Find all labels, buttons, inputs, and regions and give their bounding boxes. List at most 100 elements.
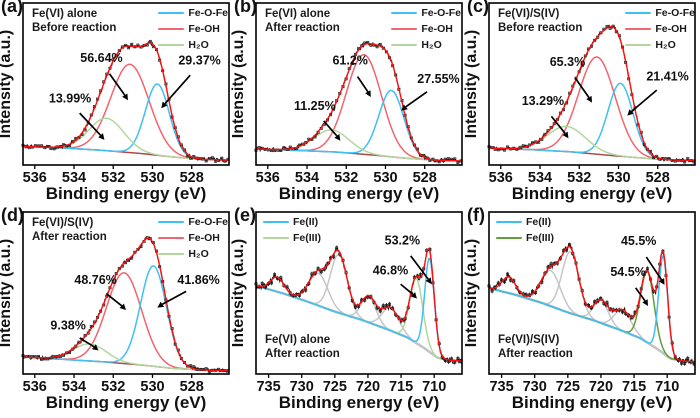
condition-line: Fe(VI) alone (265, 8, 331, 20)
x-tick-label: 536 (23, 170, 47, 186)
legend-label: Fe-OH (421, 23, 453, 35)
legend-entry: Fe(III) (496, 232, 554, 244)
legend-entry: Fe-OH (158, 232, 228, 244)
condition-label: Fe(VI) alone After reaction (265, 333, 340, 362)
annotation-arrow-line (645, 256, 663, 281)
legend-label: Fe-OH (188, 232, 220, 244)
annotation-arrow-line (164, 74, 191, 105)
x-tick-label: 532 (101, 379, 125, 395)
condition-label: Fe(VI) alone After reaction (265, 7, 340, 36)
x-tick-label: 735 (256, 379, 280, 395)
plot-area-e: 735 730 725 720 715 710 53.2% 46.8% (254, 211, 463, 395)
legend: Fe-O-Fe Fe-OH H₂O (625, 7, 695, 55)
panel-a: (a) Intensity (a.u.) 536 534 532 530 528 56.6… (0, 0, 233, 209)
annotation-arrow-head (401, 104, 408, 111)
annotation-arrow-head (91, 344, 99, 351)
condition-label: Fe(VI) alone Before reaction (32, 7, 116, 36)
legend-line-swatch (158, 27, 185, 31)
annotation-arrow-head (119, 303, 126, 311)
annotation-arrow-head (642, 299, 648, 306)
percentage-label: 13.29% (522, 94, 564, 108)
x-tick-label: 725 (556, 379, 580, 395)
plot-area-b: 536 534 532 530 528 61.2% 27.55% 11.25% (254, 2, 463, 186)
annotation-arrow-line (631, 89, 658, 113)
envelope-fit-curve (488, 25, 696, 162)
legend-entry: Fe-O-Fe (391, 7, 461, 19)
x-axis-label: Binding energy (eV) (278, 393, 440, 412)
annotation-arrow-line (161, 290, 187, 305)
legend-entry: Fe(III) (263, 232, 321, 244)
x-tick-label: 534 (62, 379, 86, 395)
legend-entry: H₂O (391, 39, 461, 51)
annotation-arrow-line (410, 255, 429, 280)
component-curve-Fe(II) (255, 257, 463, 362)
annotation-arrow-head (98, 133, 105, 140)
percentage-label: 54.5% (610, 265, 645, 279)
legend-entry: H₂O (158, 248, 228, 260)
legend-line-swatch (263, 236, 289, 240)
y-axis-label: Intensity (a.u.) (463, 29, 480, 139)
x-tick-label: 536 (23, 379, 47, 395)
annotation-arrow-line (574, 77, 590, 98)
percentage-label: 11.25% (294, 99, 336, 113)
condition-line: After reaction (265, 22, 340, 35)
annotation-arrow-line (550, 115, 566, 134)
condition-line: Before reaction (32, 22, 117, 35)
x-tick-label: 528 (180, 379, 204, 395)
legend-line-swatch (391, 11, 418, 15)
legend-entry: Fe-O-Fe (158, 216, 228, 228)
x-tick-label: 534 (528, 170, 552, 186)
plot-area-f: 735 730 725 720 715 710 45.5% 54.5% (487, 211, 696, 395)
x-tick-label: 715 (389, 379, 413, 395)
annotation-arrow-head (658, 278, 665, 285)
y-axis-label: Intensity (a.u.) (230, 29, 247, 139)
panel-letter: (f) (467, 205, 485, 225)
panel-f: (f) Intensity (a.u.) 735 730 725 720 715 710 4… (463, 205, 700, 418)
legend-line-swatch (158, 43, 185, 47)
annotation-arrow-head (425, 277, 432, 285)
annotation-arrow-line (356, 76, 369, 93)
envelope-fit-curve (488, 245, 696, 363)
percentage-label: 56.64% (80, 51, 122, 65)
legend-label: Fe-OH (188, 23, 220, 35)
legend-line-swatch (391, 27, 418, 31)
x-axis-label: Binding energy (eV) (511, 184, 673, 203)
plot-background (489, 3, 695, 165)
legend-entry: H₂O (158, 39, 228, 51)
legend-label: Fe-O-Fe (655, 7, 695, 19)
envelope-fit-curve (255, 247, 463, 362)
x-tick-label: 730 (523, 379, 547, 395)
condition-line: Fe(VI)/S(IV) (498, 334, 560, 346)
percentage-label: 65.3% (550, 55, 585, 69)
x-tick-label: 528 (413, 170, 437, 186)
plot-frame (255, 211, 463, 375)
x-tick-label: 530 (140, 170, 164, 186)
legend-line-swatch (158, 11, 185, 15)
annotation-arrow-head (562, 131, 569, 139)
legend-label: Fe-O-Fe (188, 216, 228, 228)
condition-label: Fe(VI)/S(IV) Before reaction (498, 7, 582, 36)
component-curve-Fe(II) (488, 255, 696, 363)
panel-letter: (d) (1, 205, 24, 225)
legend-entry: Fe-O-Fe (158, 7, 228, 19)
legend: Fe-O-Fe Fe-OH H₂O (158, 216, 228, 264)
legend-entry: H₂O (625, 39, 695, 51)
x-tick-label: 528 (180, 170, 204, 186)
annotation-arrow-head (586, 95, 592, 103)
x-tick-label: 536 (256, 170, 280, 186)
x-tick-label: 532 (101, 170, 125, 186)
x-tick-label: 720 (356, 379, 380, 395)
x-tick-label: 530 (373, 170, 397, 186)
percentage-label: 21.41% (646, 70, 688, 84)
legend-line-swatch (391, 43, 418, 47)
legend-entry: Fe(II) (263, 216, 321, 228)
legend-label: H₂O (188, 39, 209, 51)
x-axis-label: Binding energy (eV) (511, 393, 673, 412)
legend-label: Fe(II) (293, 216, 319, 228)
plot-frame (22, 211, 230, 375)
percentage-label: 53.2% (385, 233, 420, 247)
percentage-label: 9.38% (50, 318, 85, 332)
legend: Fe-O-Fe Fe-OH H₂O (391, 7, 461, 55)
x-tick-label: 530 (606, 170, 630, 186)
legend-label: H₂O (421, 39, 442, 51)
